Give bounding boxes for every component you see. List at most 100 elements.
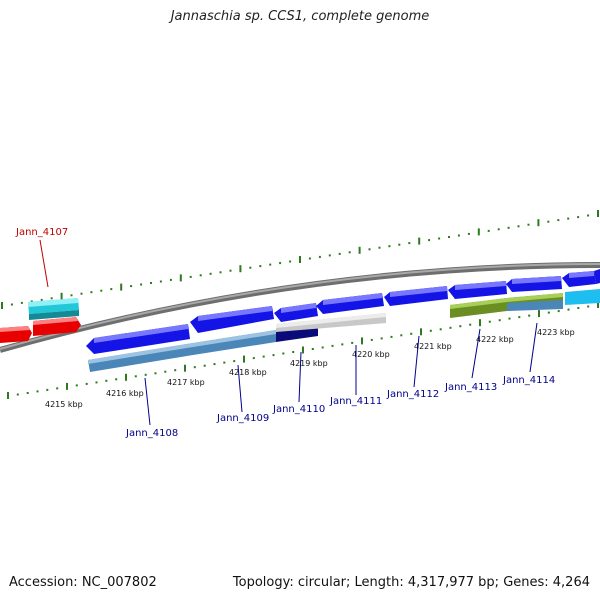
minor-tick [46, 388, 49, 391]
minor-tick [279, 262, 282, 265]
scale-label: 4217 kbp [167, 378, 205, 387]
accession-text: Accession: NC_007802 [9, 575, 157, 590]
minor-tick [567, 308, 570, 311]
major-tick [60, 292, 63, 300]
major-tick [239, 265, 242, 273]
major-tick [7, 392, 9, 399]
minor-tick [164, 370, 167, 373]
minor-tick [557, 219, 560, 222]
major-tick [66, 382, 68, 390]
minor-tick [130, 285, 133, 288]
scale-label: 4222 kbp [476, 335, 514, 344]
minor-tick [209, 272, 212, 275]
major-tick [597, 301, 599, 308]
minor-tick [40, 298, 43, 301]
minor-tick [398, 243, 401, 246]
minor-tick [150, 282, 152, 284]
minor-tick [233, 360, 236, 363]
minor-tick [527, 223, 530, 226]
minor-tick [457, 234, 460, 237]
minor-tick [577, 216, 580, 219]
minor-tick [134, 375, 137, 378]
gene-label-jann-4109[interactable]: Jann_4109 [216, 413, 269, 424]
minor-tick [269, 263, 272, 266]
minor-tick [321, 346, 324, 349]
minor-tick [547, 311, 550, 314]
gene-label-jann-4111[interactable]: Jann_4111 [329, 396, 382, 407]
minor-tick [159, 280, 162, 283]
major-tick [120, 283, 123, 291]
minor-tick [154, 372, 157, 375]
minor-tick [56, 387, 59, 390]
gene-label-jann-4112[interactable]: Jann_4112 [386, 389, 439, 400]
scale-ticks [1, 210, 599, 399]
gene-jann-4107-track[interactable] [0, 298, 81, 343]
minor-tick [289, 260, 292, 263]
gene-label-jann-4110[interactable]: Jann_4110 [272, 404, 325, 415]
minor-tick [410, 332, 413, 335]
minor-tick [368, 248, 371, 251]
minor-tick [203, 364, 206, 367]
major-tick [538, 310, 540, 318]
minor-tick [567, 217, 570, 220]
minor-tick [259, 265, 262, 268]
minor-tick [488, 320, 491, 323]
minor-tick [318, 255, 321, 258]
minor-tick [557, 310, 560, 313]
minor-tick [174, 369, 177, 372]
minor-tick [262, 355, 265, 358]
genome-summary: Topology: circular; Length: 4,317,977 bp… [233, 575, 590, 590]
scale-labels: 4215 kbp 4216 kbp 4217 kbp 4218 kbp 4219… [45, 328, 575, 409]
scale-label: 4221 kbp [414, 342, 452, 351]
minor-tick [467, 232, 470, 235]
major-tick [420, 328, 422, 336]
major-tick [184, 364, 186, 372]
minor-tick [105, 379, 108, 382]
minor-tick [213, 363, 216, 366]
minor-tick [429, 329, 432, 332]
minor-tick [587, 214, 590, 217]
minor-tick [438, 237, 441, 240]
major-tick [1, 302, 3, 309]
minor-tick [400, 334, 403, 337]
major-tick [243, 355, 245, 363]
minor-tick [370, 338, 373, 341]
minor-tick [587, 305, 590, 308]
gene-label-jann-4107[interactable]: Jann_4107 [15, 227, 68, 238]
major-tick [361, 337, 363, 345]
minor-tick [100, 289, 103, 292]
minor-tick [449, 326, 452, 329]
minor-tick [199, 274, 202, 277]
minor-tick [282, 352, 285, 355]
gene-label-jann-4113[interactable]: Jann_4113 [444, 382, 497, 393]
major-tick [597, 210, 599, 217]
minor-tick [390, 335, 393, 338]
minor-tick [219, 271, 222, 274]
major-tick [418, 237, 421, 245]
minor-tick [311, 348, 314, 350]
gene-label-jann-4114[interactable]: Jann_4114 [502, 375, 555, 386]
minor-tick [518, 316, 521, 319]
minor-tick [85, 382, 88, 385]
minor-tick [75, 384, 78, 387]
minor-tick [292, 351, 295, 353]
minor-tick [26, 392, 29, 394]
genome-backbone [0, 262, 600, 353]
topology-text: Topology: circular; [232, 575, 355, 590]
gene-label-jann-4108[interactable]: Jann_4108 [125, 428, 178, 439]
minor-tick [20, 301, 23, 304]
minor-tick [517, 225, 520, 228]
minor-tick [328, 254, 331, 257]
minor-tick [36, 390, 39, 393]
minor-tick [378, 246, 381, 249]
reverse-genes[interactable] [86, 269, 600, 372]
scale-label: 4215 kbp [45, 400, 83, 409]
minor-tick [189, 275, 192, 278]
minor-tick [507, 226, 510, 229]
minor-tick [95, 381, 98, 384]
scale-label: 4216 kbp [106, 389, 144, 398]
minor-tick [308, 257, 311, 260]
minor-tick [331, 344, 334, 347]
major-tick [358, 246, 361, 254]
